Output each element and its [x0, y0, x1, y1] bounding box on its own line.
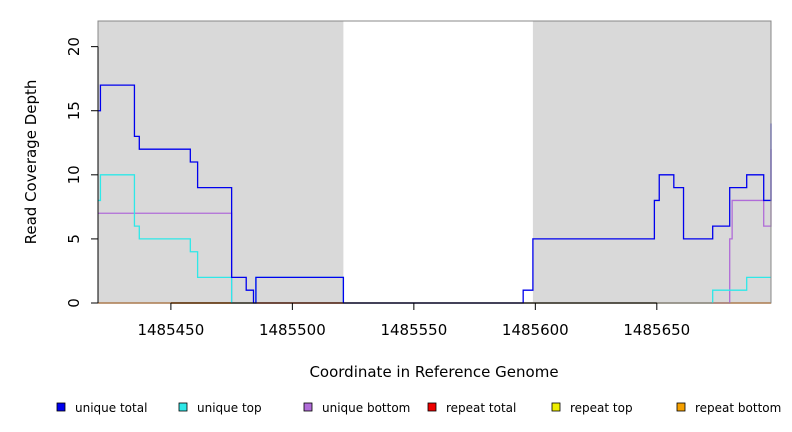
x-tick-label: 1485650 — [623, 321, 690, 339]
y-tick-label: 15 — [65, 101, 83, 120]
legend-swatch — [551, 402, 561, 412]
legend-item-unique-total: unique total — [56, 401, 147, 415]
x-tick-label: 1485600 — [502, 321, 569, 339]
y-axis: 0 5 10 15 20 — [65, 37, 99, 308]
legend-item-repeat-bottom: repeat bottom — [676, 401, 781, 415]
y-axis-title: Read Coverage Depth — [22, 80, 40, 245]
legend-swatch — [676, 402, 686, 412]
x-tick-label: 1485450 — [137, 321, 204, 339]
legend-item-repeat-top: repeat top — [551, 401, 633, 415]
shaded-region-1 — [98, 21, 344, 303]
x-axis-title: Coordinate in Reference Genome — [309, 363, 558, 381]
y-tick-label: 10 — [65, 165, 83, 184]
legend-item-repeat-total: repeat total — [427, 401, 516, 415]
y-tick-label: 5 — [65, 234, 83, 244]
series-line-unique-top — [98, 174, 771, 304]
legend-swatch — [178, 402, 188, 412]
y-tick-label: 0 — [65, 298, 83, 308]
legend-item-unique-top: unique top — [178, 401, 262, 415]
y-tick-label: 20 — [65, 37, 83, 56]
shaded-regions — [98, 21, 771, 303]
shaded-region-2 — [532, 21, 771, 303]
legend-label: repeat bottom — [695, 401, 781, 415]
x-tick-label: 1485500 — [259, 321, 326, 339]
legend-label: unique total — [75, 401, 147, 415]
legend-item-unique-bottom: unique bottom — [303, 401, 410, 415]
legend-label: unique bottom — [322, 401, 410, 415]
legend-swatch — [427, 402, 437, 412]
legend-label: unique top — [197, 401, 262, 415]
x-tick-label: 1485550 — [380, 321, 447, 339]
legend-label: repeat total — [446, 401, 516, 415]
legend-label: repeat top — [570, 401, 633, 415]
x-axis: 1485450 1485500 1485550 1485600 1485650 — [137, 302, 690, 339]
legend-swatch — [56, 402, 66, 412]
legend: unique total unique top unique bottom repea… — [56, 401, 781, 415]
legend-swatch — [303, 402, 313, 412]
